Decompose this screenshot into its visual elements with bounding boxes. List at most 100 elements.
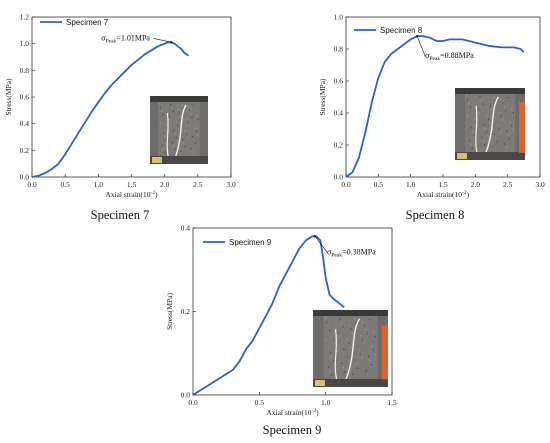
photo-speckle (372, 349, 375, 352)
photo-speckle (159, 106, 162, 109)
photo-speckle (363, 343, 365, 345)
peak-annotation-point (415, 35, 419, 38)
photo-speckle (489, 105, 492, 108)
x-tick-label: 0.0 (188, 398, 198, 407)
x-tick-label: 1.0 (94, 180, 104, 189)
photo-speckle (177, 124, 179, 127)
photo-speckle (187, 121, 189, 124)
photo-speckle (162, 148, 164, 150)
photo-speckle (181, 104, 183, 106)
photo-speckle (162, 132, 165, 135)
y-tick-label: 0.0 (334, 173, 344, 182)
photo-speckle (338, 336, 340, 338)
photo-top-plate (313, 310, 388, 316)
photo-speckle (484, 127, 486, 130)
photo-speckle (178, 112, 181, 115)
photo-speckle (336, 350, 338, 352)
photo-speckle (192, 135, 194, 138)
photo-speckle (360, 335, 362, 337)
peak-annotation: σPeak=0.38MPa (327, 247, 376, 258)
x-tick-label: 0.5 (374, 180, 384, 189)
photo-speckle (499, 132, 502, 134)
photo-speckle (374, 353, 376, 356)
photo-speckle (172, 110, 174, 113)
x-tick-label: 2.5 (503, 180, 513, 189)
photo-speckle (174, 148, 176, 151)
photo-speckle (184, 145, 186, 148)
photo-speckle (493, 96, 495, 98)
photo-speckle (487, 135, 489, 137)
photo-speckle (175, 121, 178, 123)
y-axis-label: Stress(MPa) (4, 78, 13, 116)
x-tick-label: 3.0 (535, 180, 545, 189)
chart-specimen-3: 0.0 0.5 1.0 1.5 0.0 0.2 0.4 Axial strain(10-2) S… (165, 224, 397, 438)
x-tick-label: 1.0 (406, 180, 416, 189)
photo-speckle (491, 146, 494, 148)
photo-speckle (358, 349, 360, 351)
y-axis-label: Stress(MPa) (165, 292, 174, 330)
photo-speckle (487, 118, 490, 120)
photo-crack-line (475, 105, 478, 155)
photo-speckle (328, 329, 331, 332)
photo-speckle (339, 317, 341, 320)
photo-crack-line (345, 318, 361, 380)
photo-speckle (168, 115, 170, 118)
photo-speckle (466, 115, 468, 118)
photo-speckle (484, 144, 486, 146)
photo-speckle (342, 366, 345, 369)
photo-speckle (483, 123, 485, 126)
photo-speckle (493, 133, 495, 135)
photo-speckle (327, 325, 329, 327)
photo-bottom-plate (313, 379, 388, 387)
photo-speckle (160, 110, 163, 112)
chart-caption: Specimen 9 (263, 423, 322, 437)
photo-speckle (333, 360, 335, 362)
photo-speckle (505, 109, 507, 112)
y-tick-label: 0.4 (181, 224, 191, 233)
photo-crack-line (174, 104, 187, 158)
photo-speckle (367, 355, 370, 358)
photo-speckle (181, 138, 184, 141)
photo-speckle (343, 348, 345, 350)
photo-speckle (501, 119, 504, 121)
photo-speckle (187, 137, 189, 139)
peak-annotation-point (170, 41, 173, 44)
photo-speckle (340, 322, 342, 324)
photo-speckle (344, 371, 346, 373)
x-tick-label: 0.5 (255, 398, 265, 407)
photo-speckle (172, 145, 175, 147)
photo-bottom-plate (455, 152, 525, 160)
photo-speckle (363, 325, 365, 327)
photo-speckle (194, 142, 196, 145)
photo-speckle (351, 332, 354, 334)
photo-speckle (350, 328, 352, 330)
x-tick-label: 1.5 (438, 180, 448, 189)
x-tick-label: 1.0 (321, 398, 331, 407)
photo-orange-support (519, 102, 525, 153)
photo-speckle (482, 103, 484, 105)
photo-speckle (327, 366, 330, 368)
photo-speckle (474, 118, 476, 120)
y-tick-label: 0.6 (20, 93, 30, 102)
x-tick-label: 1.5 (127, 180, 137, 189)
x-axis-label: Axial strain(10-2) (417, 190, 470, 199)
y-tick-label: 0.0 (181, 391, 191, 400)
photo-speckle (481, 136, 483, 139)
x-tick-label: 1.5 (387, 398, 397, 407)
photo-speckle (176, 140, 179, 142)
photo-speckle (346, 356, 348, 359)
peak-annotation-point (313, 235, 317, 238)
photo-speckle (368, 319, 371, 321)
y-tick-label: 1.0 (334, 13, 344, 22)
photo-speckle (191, 151, 194, 153)
photo-speckle (196, 130, 198, 133)
photo-speckle (471, 147, 474, 150)
legend: Specimen 8 (354, 26, 423, 35)
photo-speckle (496, 124, 499, 126)
photo-speckle (179, 116, 182, 118)
photo-speckle (470, 127, 473, 129)
photo-speckle (479, 95, 481, 98)
photo-speckle (188, 109, 191, 112)
photo-speckle (194, 127, 197, 129)
